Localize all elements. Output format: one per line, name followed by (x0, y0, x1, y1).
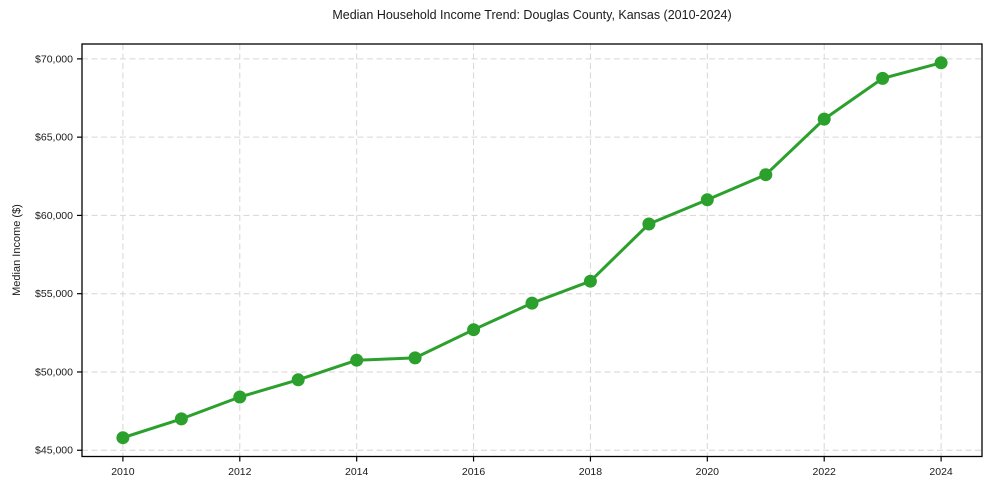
data-point (350, 353, 364, 367)
y-tick-label: $45,000 (35, 445, 73, 457)
data-point (291, 373, 305, 387)
data-point (408, 351, 422, 365)
y-tick-label: $60,000 (35, 210, 73, 222)
data-point (233, 390, 247, 404)
x-tick-label: 2020 (696, 466, 720, 478)
chart-title: Median Household Income Trend: Douglas C… (332, 8, 732, 22)
x-tick-label: 2022 (813, 466, 837, 478)
x-tick-label: 2024 (929, 466, 953, 478)
data-point (642, 217, 656, 231)
y-tick-label: $55,000 (35, 288, 73, 300)
data-point (700, 193, 714, 207)
data-point (116, 431, 130, 445)
data-point (525, 296, 539, 310)
data-point (934, 56, 948, 70)
data-point (817, 112, 831, 126)
y-tick-label: $50,000 (35, 366, 73, 378)
y-tick-label: $65,000 (35, 132, 73, 144)
data-point (467, 323, 481, 337)
data-point (759, 168, 773, 182)
x-tick-label: 2010 (111, 466, 135, 478)
data-point (174, 412, 188, 426)
y-tick-label: $70,000 (35, 53, 73, 65)
x-tick-label: 2012 (228, 466, 252, 478)
plot-border (81, 43, 983, 458)
x-tick-label: 2018 (579, 466, 603, 478)
data-point (876, 71, 890, 85)
data-point (583, 274, 597, 288)
x-tick-label: 2016 (462, 466, 486, 478)
x-tick-label: 2014 (345, 466, 369, 478)
